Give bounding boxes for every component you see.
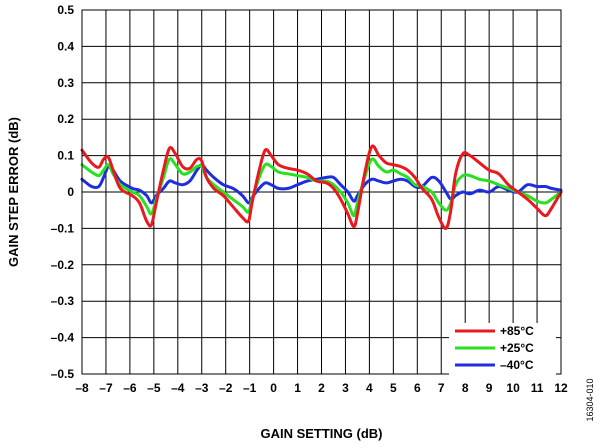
y-tick-label: –0.5	[51, 367, 75, 381]
x-tick-label: 1	[294, 381, 301, 395]
y-tick-label: –0.3	[51, 294, 75, 308]
x-tick-label: 2	[318, 381, 325, 395]
x-tick-label: –5	[147, 381, 161, 395]
x-axis-title: GAIN SETTING (dB)	[260, 426, 382, 441]
x-tick-label: –4	[171, 381, 185, 395]
legend-label: +85°C	[500, 324, 534, 338]
x-tick-label: 0	[270, 381, 277, 395]
x-tick-label: 8	[462, 381, 469, 395]
x-tick-label: 10	[506, 381, 520, 395]
x-tick-label: –2	[219, 381, 233, 395]
x-tick-label: 11	[531, 381, 544, 395]
x-tick-label: 3	[342, 381, 349, 395]
y-tick-labels: –0.5 –0.4 –0.3 –0.2 –0.1 0 0.1 0.2 0.3 0.4 0.5	[51, 3, 75, 381]
x-tick-label: –3	[195, 381, 209, 395]
legend: +85°C +25°C –40°C	[449, 323, 556, 378]
y-tick-label: –0.4	[51, 331, 75, 345]
y-tick-label: 0.4	[57, 39, 74, 53]
x-tick-label: –1	[243, 381, 257, 395]
x-tick-label: 4	[366, 381, 373, 395]
x-tick-label: 7	[438, 381, 445, 395]
y-tick-label: 0	[67, 185, 74, 199]
y-tick-label: 0.5	[57, 3, 74, 17]
legend-label: +25°C	[500, 341, 534, 355]
y-tick-label: 0.2	[57, 112, 74, 126]
y-tick-label: 0.1	[57, 149, 74, 163]
x-tick-label: 5	[390, 381, 397, 395]
x-tick-label: 6	[414, 381, 421, 395]
x-tick-label: –6	[123, 381, 137, 395]
x-tick-label: –7	[99, 381, 113, 395]
figure-id: 16304-010	[585, 378, 595, 421]
y-tick-label: –0.2	[51, 258, 75, 272]
legend-label: –40°C	[500, 358, 534, 372]
x-tick-label: 9	[486, 381, 493, 395]
x-tick-label: 12	[554, 381, 568, 395]
y-tick-label: 0.3	[57, 76, 74, 90]
x-tick-label: –8	[75, 381, 89, 395]
y-tick-label: –0.1	[51, 221, 75, 235]
y-axis-title: GAIN STEP ERROR (dB)	[6, 117, 21, 267]
x-tick-labels: –8 –7 –6 –5 –4 –3 –2 –1 0 1 2 3 4 5 6 7 8 9 10 11 12	[75, 381, 568, 395]
